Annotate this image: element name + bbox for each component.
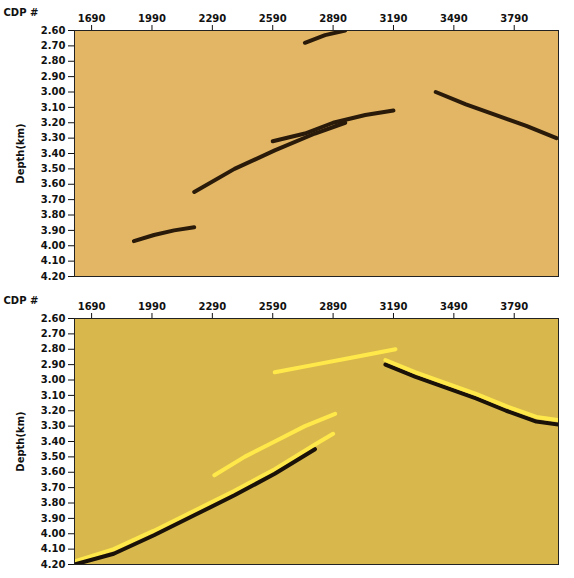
svg-text:Depth(km): Depth(km)	[15, 123, 26, 183]
svg-text:3790: 3790	[500, 13, 528, 24]
svg-text:4.20: 4.20	[41, 559, 66, 570]
svg-text:CDP #: CDP #	[4, 7, 39, 18]
svg-text:4.00: 4.00	[41, 528, 66, 539]
svg-text:3.20: 3.20	[41, 117, 66, 128]
svg-text:3.60: 3.60	[41, 466, 66, 477]
svg-text:3.80: 3.80	[41, 497, 66, 508]
svg-text:3.40: 3.40	[41, 148, 66, 159]
svg-text:3490: 3490	[440, 13, 468, 24]
svg-text:4.10: 4.10	[41, 543, 66, 554]
svg-text:3.10: 3.10	[41, 390, 66, 401]
svg-text:3.20: 3.20	[41, 405, 66, 416]
svg-text:4.00: 4.00	[41, 240, 66, 251]
svg-text:2.70: 2.70	[41, 328, 66, 339]
svg-text:4.10: 4.10	[41, 255, 66, 266]
svg-text:3.80: 3.80	[41, 209, 66, 220]
svg-text:3.70: 3.70	[41, 194, 66, 205]
svg-text:2.90: 2.90	[41, 359, 66, 370]
svg-text:3.30: 3.30	[41, 420, 66, 431]
svg-text:1690: 1690	[78, 13, 106, 24]
svg-text:2590: 2590	[259, 13, 287, 24]
svg-text:3.50: 3.50	[41, 163, 66, 174]
svg-text:1690: 1690	[78, 301, 106, 312]
svg-text:2.80: 2.80	[41, 55, 66, 66]
svg-text:3.00: 3.00	[41, 86, 66, 97]
svg-text:2590: 2590	[259, 301, 287, 312]
svg-text:2290: 2290	[198, 301, 226, 312]
svg-text:3.00: 3.00	[41, 374, 66, 385]
svg-text:2.70: 2.70	[41, 40, 66, 51]
svg-text:2890: 2890	[319, 13, 347, 24]
svg-text:3490: 3490	[440, 301, 468, 312]
svg-text:3.60: 3.60	[41, 178, 66, 189]
svg-text:3.40: 3.40	[41, 436, 66, 447]
svg-text:3190: 3190	[380, 301, 408, 312]
svg-text:3.50: 3.50	[41, 451, 66, 462]
svg-text:3190: 3190	[380, 13, 408, 24]
svg-text:3.70: 3.70	[41, 482, 66, 493]
svg-text:2.60: 2.60	[41, 313, 66, 324]
svg-text:4.20: 4.20	[41, 271, 66, 282]
svg-text:3.10: 3.10	[41, 102, 66, 113]
svg-text:2.60: 2.60	[41, 25, 66, 36]
svg-text:2.80: 2.80	[41, 343, 66, 354]
svg-text:2290: 2290	[198, 13, 226, 24]
svg-text:3.90: 3.90	[41, 225, 66, 236]
svg-text:Depth(km): Depth(km)	[15, 411, 26, 471]
svg-text:3790: 3790	[500, 301, 528, 312]
svg-text:3.90: 3.90	[41, 513, 66, 524]
svg-text:CDP #: CDP #	[4, 295, 39, 306]
svg-text:2.90: 2.90	[41, 71, 66, 82]
svg-text:3.30: 3.30	[41, 132, 66, 143]
svg-text:1990: 1990	[138, 13, 166, 24]
svg-text:2890: 2890	[319, 301, 347, 312]
svg-text:1990: 1990	[138, 301, 166, 312]
